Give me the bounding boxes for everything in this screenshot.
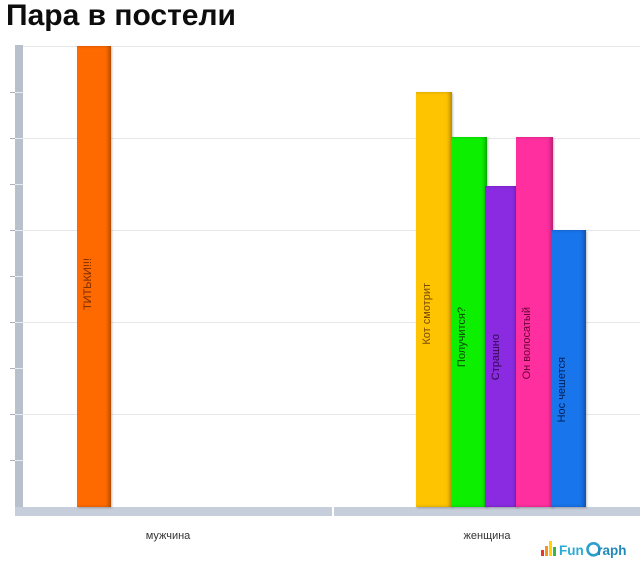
svg-text:raph: raph [597,543,626,558]
svg-text:Fun: Fun [559,543,584,558]
